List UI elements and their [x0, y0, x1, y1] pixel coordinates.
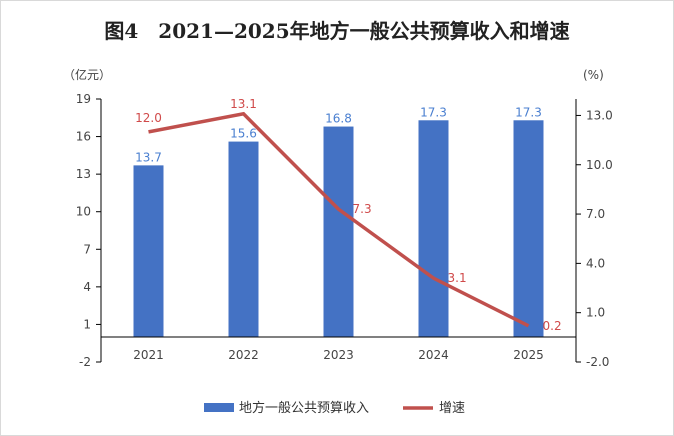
x-tick-label: 2024 [418, 348, 449, 362]
bar [513, 120, 544, 337]
line-value-label: 7.3 [353, 202, 372, 216]
right-tick-label: 13.0 [586, 108, 613, 122]
bar [418, 120, 449, 337]
legend-bar-label: 地方一般公共预算收入 [239, 400, 369, 416]
right-tick-label: -2.0 [586, 355, 609, 369]
bar-value-label: 17.3 [420, 105, 447, 119]
left-tick-label: 19 [76, 92, 91, 106]
right-tick-label: 4.0 [586, 256, 605, 270]
legend-line-label: 增速 [439, 401, 465, 416]
left-tick-label: 13 [76, 167, 91, 181]
right-tick-label: 10.0 [586, 158, 613, 172]
bar [323, 126, 354, 337]
growth-line [148, 111, 530, 328]
line-value-label: 12.0 [135, 111, 162, 125]
line-value-label: 13.1 [230, 97, 257, 111]
chart-title: 图4 2021—2025年地方一般公共预算收入和增速 [104, 19, 570, 43]
bar-value-label: 16.8 [325, 112, 352, 126]
left-tick-label: 4 [83, 280, 91, 294]
bar-value-label: 17.3 [515, 105, 542, 119]
left-tick-label: -2 [79, 355, 91, 369]
left-tick-label: 16 [76, 130, 91, 144]
bar [228, 141, 259, 337]
bar-value-label: 15.6 [230, 127, 257, 141]
bar [133, 165, 164, 337]
x-tick-label: 2025 [513, 348, 544, 362]
left-tick-label: 10 [76, 205, 91, 219]
line-value-label: 0.2 [543, 319, 562, 333]
bar-value-label: 13.7 [135, 150, 162, 164]
right-tick-label: 1.0 [586, 306, 605, 320]
x-tick-label: 2023 [323, 348, 354, 362]
left-axis-unit: （亿元） [63, 67, 111, 82]
x-tick-label: 2022 [228, 348, 259, 362]
legend-bar-swatch [204, 403, 234, 412]
line-value-label: 3.1 [448, 271, 467, 285]
left-tick-label: 1 [83, 317, 91, 331]
x-tick-label: 2021 [133, 348, 164, 362]
left-tick-label: 7 [83, 242, 91, 256]
right-tick-label: 7.0 [586, 207, 605, 221]
right-axis-unit: (%) [583, 68, 604, 82]
